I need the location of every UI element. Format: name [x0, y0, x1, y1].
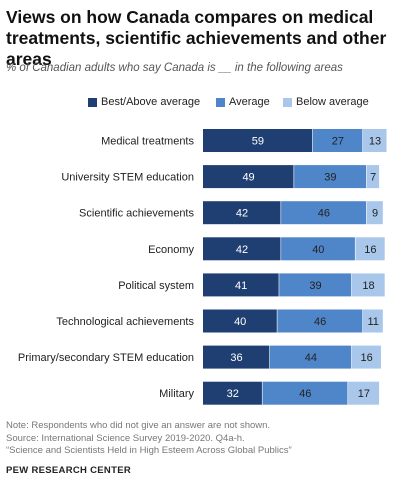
data-label-average-primary-secondary-stem-education: 44 [305, 352, 317, 364]
legend-label-average: Average [229, 96, 270, 108]
data-label-best-university-stem-education: 49 [242, 172, 254, 184]
bar-below-technological-achievements [362, 309, 383, 333]
bar-best-political-system [203, 273, 279, 297]
data-label-best-military: 32 [227, 388, 239, 400]
bar-best-technological-achievements [203, 309, 277, 333]
bar-below-medical-treatments [362, 129, 387, 152]
category-label-university-stem-education: University STEM education [61, 172, 194, 184]
bar-below-military [348, 381, 380, 405]
category-label-military: Military [159, 388, 194, 400]
data-label-average-economy: 40 [312, 244, 324, 256]
data-label-average-political-system: 39 [309, 280, 321, 292]
bar-average-economy [281, 237, 355, 261]
bar-average-university-stem-education [294, 165, 367, 189]
data-label-below-primary-secondary-stem-education: 16 [361, 352, 373, 364]
bar-average-military [262, 381, 348, 405]
data-label-average-medical-treatments: 27 [332, 136, 344, 148]
data-label-best-technological-achievements: 40 [234, 316, 246, 328]
bar-best-scientific-achievements [203, 201, 281, 225]
bar-below-primary-secondary-stem-education [351, 345, 381, 369]
category-label-primary-secondary-stem-education: Primary/secondary STEM education [18, 352, 194, 364]
bar-best-university-stem-education [203, 165, 294, 189]
category-label-political-system: Political system [118, 280, 194, 292]
data-label-best-medical-treatments: 59 [252, 136, 264, 148]
category-label-technological-achievements: Technological achievements [56, 316, 194, 328]
data-label-average-military: 46 [299, 388, 311, 400]
legend-item-best: Best/Above average [88, 96, 200, 108]
legend-swatch-average [216, 97, 225, 107]
data-label-below-political-system: 18 [362, 280, 374, 292]
chart-legend: Best/Above average Average Below average [0, 96, 420, 110]
legend-swatch-best [88, 97, 97, 107]
data-label-below-medical-treatments: 13 [369, 136, 381, 148]
bar-average-political-system [279, 273, 352, 297]
stacked-bar-chart: Medical treatments 59 27 13 University STEM … [18, 129, 387, 405]
report-text: “Science and Scientists Held in High Est… [6, 445, 292, 456]
bar-best-economy [203, 237, 281, 261]
legend-label-below: Below average [296, 96, 369, 108]
bar-best-medical-treatments [203, 129, 313, 152]
bar-best-military [203, 381, 262, 405]
chart-subtitle: % of Canadian adults who say Canada is _… [6, 62, 343, 74]
data-label-below-military: 17 [358, 388, 370, 400]
data-label-best-economy: 42 [236, 244, 248, 256]
source-text: Source: International Science Survey 201… [6, 432, 245, 444]
bar-below-political-system [351, 273, 385, 297]
bar-average-primary-secondary-stem-education [269, 345, 352, 369]
data-label-average-technological-achievements: 46 [314, 316, 326, 328]
legend-label-best: Best/Above average [101, 96, 201, 108]
bar-best-primary-secondary-stem-education [203, 345, 270, 369]
data-label-below-scientific-achievements: 9 [372, 208, 378, 220]
data-label-average-university-stem-education: 39 [324, 172, 336, 184]
bar-average-scientific-achievements [281, 201, 367, 225]
category-label-medical-treatments: Medical treatments [101, 136, 194, 148]
chart-title: Views on how Canada compares on medical … [6, 7, 387, 69]
legend-item-below: Below average [283, 96, 369, 108]
bar-below-economy [355, 237, 385, 261]
bar-average-medical-treatments [312, 129, 363, 152]
bar-below-university-stem-education [366, 165, 380, 189]
bar-below-scientific-achievements [366, 201, 383, 225]
category-label-economy: Economy [148, 244, 194, 256]
note-text: Note: Respondents who did not give an an… [6, 420, 271, 431]
legend-item-average: Average [216, 96, 270, 108]
data-label-best-primary-secondary-stem-education: 36 [230, 352, 242, 364]
data-label-below-technological-achievements: 11 [367, 316, 378, 328]
brand-logo-text: PEW RESEARCH CENTER [6, 465, 131, 476]
category-label-scientific-achievements: Scientific achievements [79, 208, 194, 220]
data-label-below-economy: 16 [364, 244, 376, 256]
data-label-below-university-stem-education: 7 [370, 172, 376, 184]
data-label-best-political-system: 41 [235, 280, 247, 292]
legend-swatch-below [283, 97, 292, 107]
data-label-average-scientific-achievements: 46 [318, 208, 330, 220]
chart-notes: Note: Respondents who did not give an an… [6, 420, 416, 458]
bar-average-technological-achievements [277, 309, 363, 333]
data-label-best-scientific-achievements: 42 [236, 208, 248, 220]
